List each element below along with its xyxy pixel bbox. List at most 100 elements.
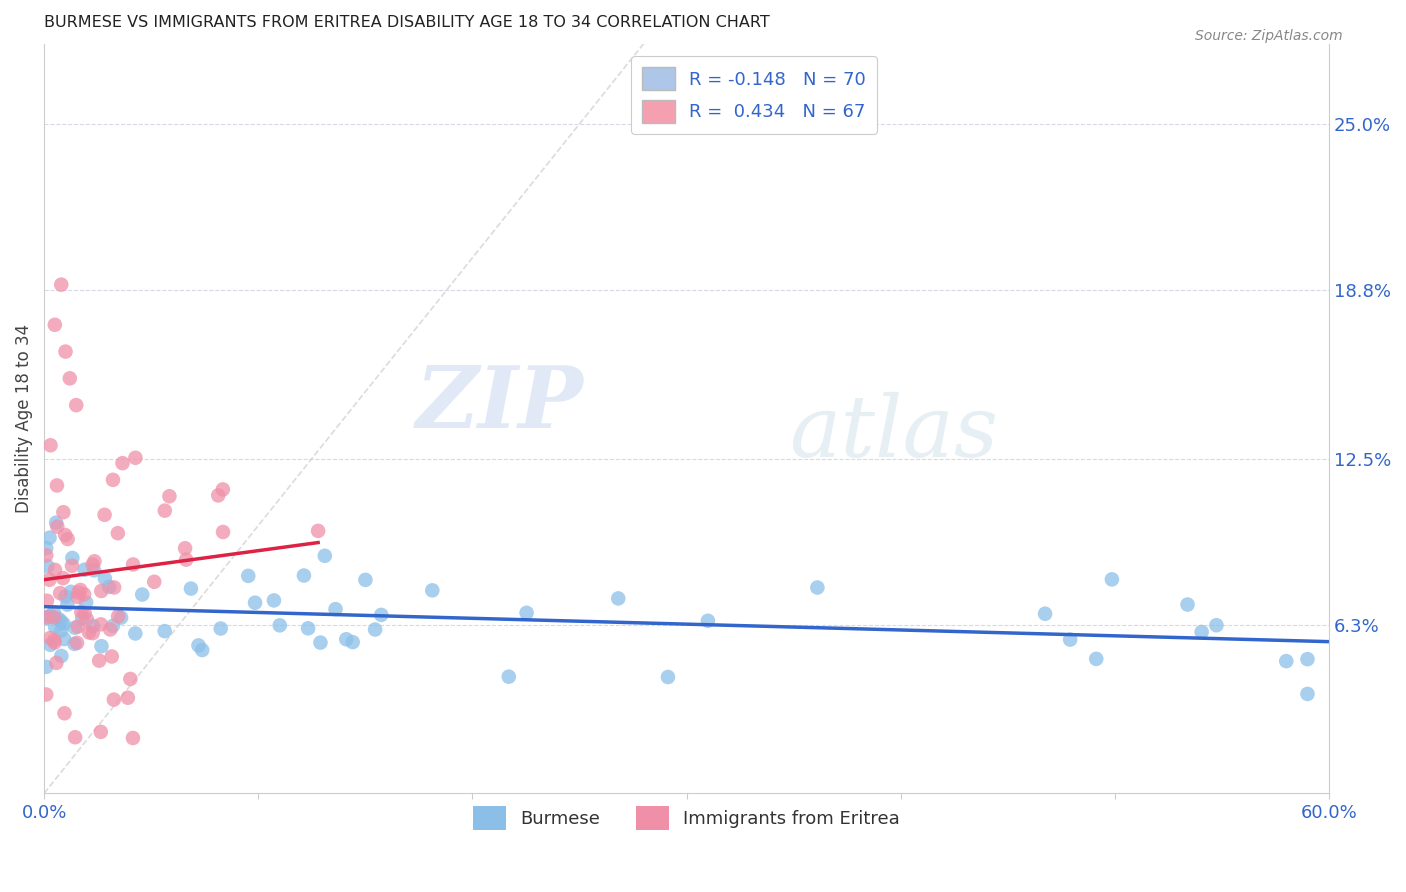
Point [107,526,129,541]
Point [191,643,214,657]
Point [48,612,70,626]
Point [56,532,79,546]
Point [42,610,65,624]
Point [238,569,260,583]
Point [66,619,89,633]
Point [107,609,129,624]
Point [103,581,125,595]
Point [76,612,98,626]
Point [39,631,62,645]
Point [55,590,77,604]
Point [82,558,104,572]
Point [516,606,538,620]
Point [56,598,79,612]
Point [44,620,66,634]
Point [89,654,111,668]
Point [342,635,364,649]
Point [35,611,58,625]
Point [93,508,115,522]
Point [335,632,357,647]
Point [131,588,153,602]
Point [94,571,117,585]
Point [60,584,83,599]
Point [1101,573,1123,587]
Point [90,724,112,739]
Point [101,619,124,633]
Point [498,670,520,684]
Point [1191,624,1213,639]
Point [174,541,197,556]
Point [35,549,58,563]
Point [46,519,69,533]
Point [124,626,146,640]
Point [73,606,96,620]
Point [180,582,202,596]
Point [39,638,62,652]
Point [63,637,86,651]
Point [63,731,86,745]
Point [52,505,75,519]
Point [101,473,124,487]
Point [44,563,66,577]
Point [103,692,125,706]
Point [314,549,336,563]
Point [211,483,233,497]
Point [657,670,679,684]
Point [143,574,166,589]
Point [37,559,59,574]
Point [67,585,90,599]
Point [364,623,387,637]
Point [73,587,96,601]
Point [53,632,76,646]
Point [354,573,377,587]
Point [49,624,72,638]
Point [52,571,75,585]
Point [243,596,266,610]
Point [1296,687,1319,701]
Point [307,524,329,538]
Point [98,580,121,594]
Point [59,371,82,385]
Point [269,618,291,632]
Point [309,635,332,649]
Point [39,438,62,452]
Point [35,688,58,702]
Point [35,541,58,555]
Point [65,398,87,412]
Point [207,488,229,502]
Point [297,621,319,635]
Point [98,623,121,637]
Point [90,617,112,632]
Point [111,456,134,470]
Point [100,649,122,664]
Y-axis label: Disability Age 18 to 34: Disability Age 18 to 34 [15,324,32,513]
Point [1177,598,1199,612]
Point [51,615,73,629]
Point [153,624,176,639]
Point [45,656,67,670]
Point [66,636,89,650]
Point [75,595,97,609]
Point [60,551,83,566]
Text: ZIP: ZIP [416,362,583,445]
Point [90,584,112,599]
Point [53,706,76,721]
Point [44,318,66,332]
Point [45,516,67,530]
Point [1059,632,1081,647]
Point [82,619,104,633]
Point [1275,654,1298,668]
Point [70,611,93,625]
Point [35,610,58,624]
Point [370,607,392,622]
Point [122,558,145,572]
Point [49,586,72,600]
Point [124,450,146,465]
Point [55,344,77,359]
Point [51,277,73,292]
Point [110,610,132,624]
Point [806,581,828,595]
Point [38,531,60,545]
Point [697,614,720,628]
Point [83,554,105,568]
